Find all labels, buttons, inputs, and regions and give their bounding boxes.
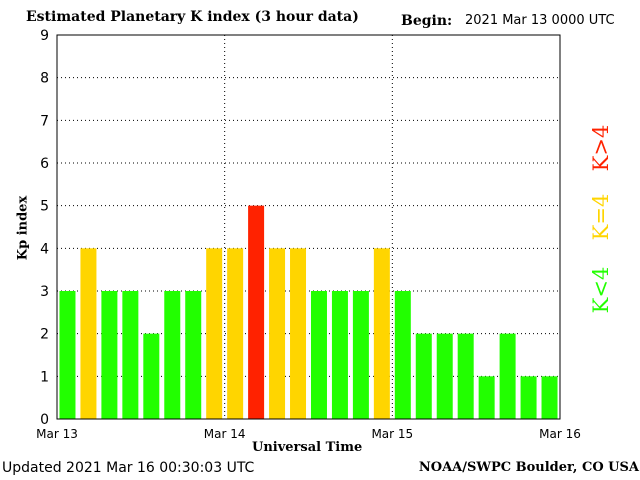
y-tick-label: 6 bbox=[40, 156, 49, 172]
kp-bar bbox=[331, 291, 348, 419]
chart-title: Estimated Planetary K index (3 hour data… bbox=[26, 9, 359, 25]
y-tick-label: 1 bbox=[40, 369, 49, 385]
kp-bar bbox=[373, 248, 390, 419]
x-tick-label: Mar 15 bbox=[371, 427, 413, 441]
kp-bar bbox=[206, 248, 223, 419]
legend-high: K>4 bbox=[589, 124, 613, 172]
begin-value: 2021 Mar 13 0000 UTC bbox=[465, 13, 615, 28]
kp-bar bbox=[499, 333, 516, 419]
begin-label: Begin: bbox=[401, 13, 453, 29]
plot-frame bbox=[56, 34, 561, 420]
kp-bar bbox=[394, 291, 411, 419]
kp-bar bbox=[290, 248, 307, 419]
kp-bar bbox=[352, 291, 369, 419]
credit-text: NOAA/SWPC Boulder, CO USA bbox=[418, 460, 639, 475]
kp-bar bbox=[541, 376, 558, 419]
legend-low: K<4 bbox=[589, 266, 613, 314]
y-tick-label: 7 bbox=[40, 113, 49, 129]
updated-timestamp: Updated 2021 Mar 16 00:30:03 UTC bbox=[2, 460, 255, 476]
y-tick-label: 4 bbox=[40, 241, 49, 257]
kp-bar bbox=[185, 291, 202, 419]
y-tick-label: 3 bbox=[40, 284, 49, 300]
kp-bar bbox=[143, 333, 160, 419]
y-tick-label: 2 bbox=[40, 327, 49, 343]
kp-bar bbox=[80, 248, 97, 419]
x-axis-label: Universal Time bbox=[252, 440, 363, 455]
x-tick-label: Mar 16 bbox=[539, 427, 581, 441]
kp-bar bbox=[457, 333, 474, 419]
legend-mid: K=4 bbox=[589, 193, 613, 241]
kp-bar bbox=[59, 291, 76, 419]
x-tick-label: Mar 13 bbox=[36, 427, 78, 441]
y-tick-label: 5 bbox=[40, 199, 49, 215]
kp-bar bbox=[478, 376, 495, 419]
kp-bar bbox=[310, 291, 327, 419]
x-tick-label: Mar 14 bbox=[204, 427, 246, 441]
kp-bar bbox=[415, 333, 432, 419]
kp-bar bbox=[227, 248, 244, 419]
kp-bar bbox=[269, 248, 286, 419]
kp-bar bbox=[248, 205, 265, 419]
y-axis-label: Kp index bbox=[15, 195, 31, 261]
y-tick-label: 0 bbox=[40, 412, 49, 428]
kp-bar bbox=[520, 376, 537, 419]
y-tick-label: 9 bbox=[40, 28, 49, 44]
kp-bar bbox=[436, 333, 453, 419]
kp-bar bbox=[122, 291, 139, 419]
kp-bar bbox=[164, 291, 181, 419]
kp-bar bbox=[101, 291, 118, 419]
y-tick-label: 8 bbox=[40, 71, 49, 87]
